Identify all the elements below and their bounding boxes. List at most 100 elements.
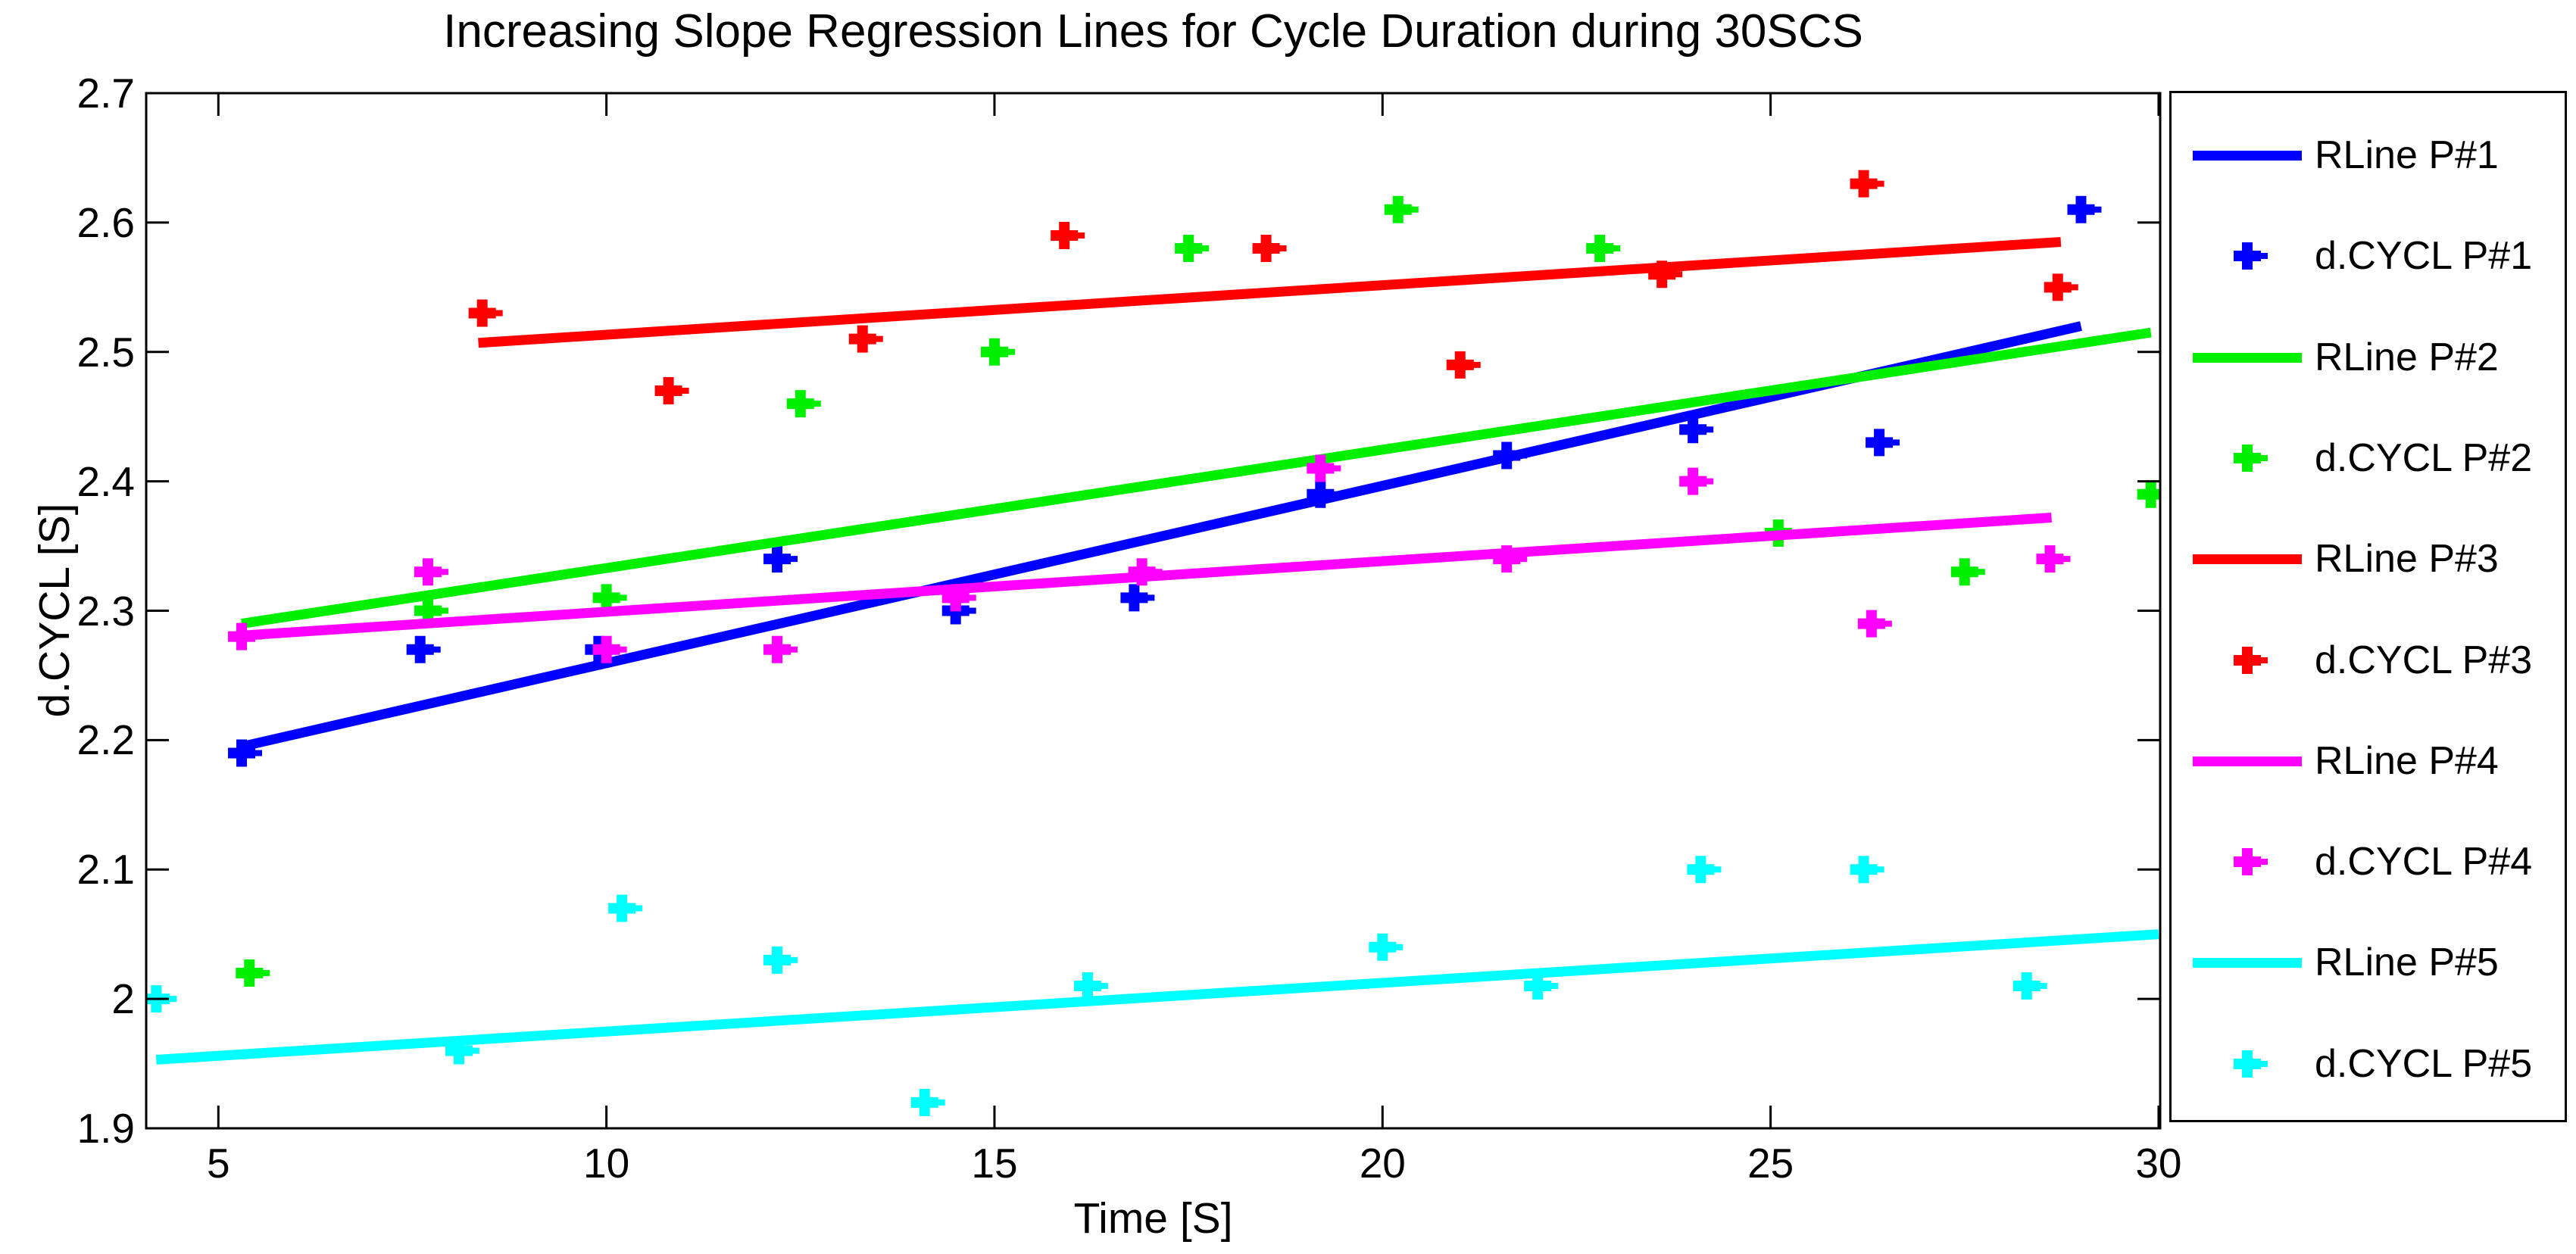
legend: RLine P#1 d.CYCL P#1 RLine P#2 d.CYCL P#2 RL… [2169, 91, 2567, 1122]
data-point-p3 [848, 325, 883, 353]
data-point-p4 [1307, 454, 1341, 482]
data-point-p2 [236, 959, 270, 987]
data-point-p5 [910, 1088, 945, 1116]
legend-entry-label: d.CYCL P#3 [2315, 638, 2533, 682]
legend-entry-d-cycl-p-5: d.CYCL P#5 [2172, 1034, 2565, 1094]
scatter-series-p4 [228, 454, 2071, 663]
data-point-p3 [1051, 221, 1085, 249]
legend-marker-sample [2234, 444, 2268, 472]
legend-entry-label: d.CYCL P#4 [2315, 840, 2533, 884]
data-point-p4 [1493, 545, 1528, 573]
data-point-p2 [414, 597, 448, 625]
legend-entry-label: RLine P#1 [2315, 133, 2499, 177]
data-point-p2 [1586, 235, 1621, 263]
legend-entry-rline-p-5: RLine P#5 [2172, 932, 2565, 993]
y-tick-label: 2.5 [76, 328, 135, 376]
y-tick-label: 2.4 [76, 457, 135, 505]
data-point-p1 [1679, 416, 1714, 444]
data-point-p2 [1175, 235, 1210, 263]
data-point-p4 [228, 622, 263, 650]
legend-entry-rline-p-4: RLine P#4 [2172, 731, 2565, 791]
data-point-p3 [654, 377, 689, 405]
data-point-p3 [468, 299, 503, 327]
y-tick-label: 2.1 [76, 846, 135, 894]
legend-line-sample [2193, 554, 2302, 565]
data-point-p1 [2067, 195, 2102, 223]
y-tick-label: 2 [111, 975, 135, 1023]
legend-entry-rline-p-3: RLine P#3 [2172, 529, 2565, 589]
data-point-p4 [2036, 545, 2071, 573]
x-tick-label: 10 [583, 1140, 630, 1187]
data-point-p4 [1128, 558, 1163, 586]
y-tick-label: 2.6 [76, 198, 135, 246]
regression-line-p5 [155, 929, 2159, 1065]
y-tick-label: 2.3 [76, 587, 135, 635]
data-point-p1 [1866, 429, 1900, 457]
data-point-p5 [2012, 972, 2047, 1000]
legend-entry-label: RLine P#4 [2315, 738, 2499, 783]
x-tick-label: 20 [1359, 1140, 1406, 1187]
legend-line-sample [2193, 958, 2302, 969]
data-point-p3 [1648, 260, 1683, 289]
legend-marker-sample [2234, 1050, 2268, 1078]
data-point-p4 [941, 584, 976, 612]
legend-entry-label: d.CYCL P#5 [2315, 1041, 2533, 1086]
legend-entry-rline-p-2: RLine P#2 [2172, 327, 2565, 388]
data-point-p4 [414, 558, 448, 586]
regression-line-p2 [241, 327, 2152, 629]
data-point-p5 [1850, 856, 1884, 884]
legend-entry-d-cycl-p-1: d.CYCL P#1 [2172, 226, 2565, 286]
data-point-p4 [1857, 610, 1892, 638]
data-point-p1 [763, 545, 798, 573]
data-point-p5 [1369, 933, 1404, 961]
axes [145, 92, 2162, 1130]
plus-marker-icon [2234, 1050, 2268, 1078]
data-point-p3 [1446, 351, 1481, 379]
legend-entry-d-cycl-p-4: d.CYCL P#4 [2172, 831, 2565, 892]
legend-line-sample [2193, 352, 2302, 363]
plus-marker-icon [2234, 242, 2268, 270]
legend-line-sample [2193, 756, 2302, 766]
data-point-p1 [406, 635, 441, 663]
y-tick-label: 2.2 [76, 716, 135, 764]
data-point-p5 [1524, 972, 1559, 1000]
data-point-p5 [445, 1037, 479, 1065]
regression-line-p3 [478, 237, 2062, 348]
x-tick-label: 5 [206, 1140, 230, 1187]
legend-entry-d-cycl-p-3: d.CYCL P#3 [2172, 630, 2565, 691]
y-tick-label: 2.7 [76, 70, 135, 117]
legend-entry-rline-p-1: RLine P#1 [2172, 125, 2565, 186]
legend-line-sample [2193, 151, 2302, 161]
data-point-p1 [228, 739, 263, 767]
data-point-p3 [1850, 170, 1884, 198]
data-point-p5 [763, 946, 798, 974]
plus-marker-icon [2234, 646, 2268, 674]
data-point-p4 [592, 635, 627, 663]
data-point-p3 [1252, 235, 1287, 263]
scatter-series-p5 [146, 856, 2047, 1116]
data-point-p3 [2044, 273, 2078, 301]
regression-line-p1 [240, 321, 2082, 752]
data-point-p2 [2137, 480, 2160, 508]
data-point-p2 [1950, 558, 1985, 586]
data-point-p2 [980, 338, 1015, 366]
plot-data-layer [146, 170, 2160, 1116]
legend-entry-label: RLine P#3 [2315, 537, 2499, 582]
legend-marker-sample [2234, 646, 2268, 674]
data-point-p1 [1307, 480, 1341, 508]
data-point-p4 [763, 635, 798, 663]
data-point-p5 [608, 894, 643, 922]
data-point-p1 [1120, 584, 1155, 612]
plus-marker-icon [2234, 444, 2268, 472]
legend-entry-label: d.CYCL P#2 [2315, 435, 2533, 480]
x-tick-label: 25 [1747, 1140, 1794, 1187]
legend-entry-label: RLine P#2 [2315, 335, 2499, 379]
legend-marker-sample [2234, 848, 2268, 876]
data-point-p2 [786, 390, 821, 418]
x-axis-label: Time [S] [1073, 1194, 1233, 1243]
data-point-p2 [1384, 195, 1419, 223]
x-tick-label: 30 [2135, 1140, 2182, 1187]
legend-entry-label: d.CYCL P#1 [2315, 234, 2533, 279]
